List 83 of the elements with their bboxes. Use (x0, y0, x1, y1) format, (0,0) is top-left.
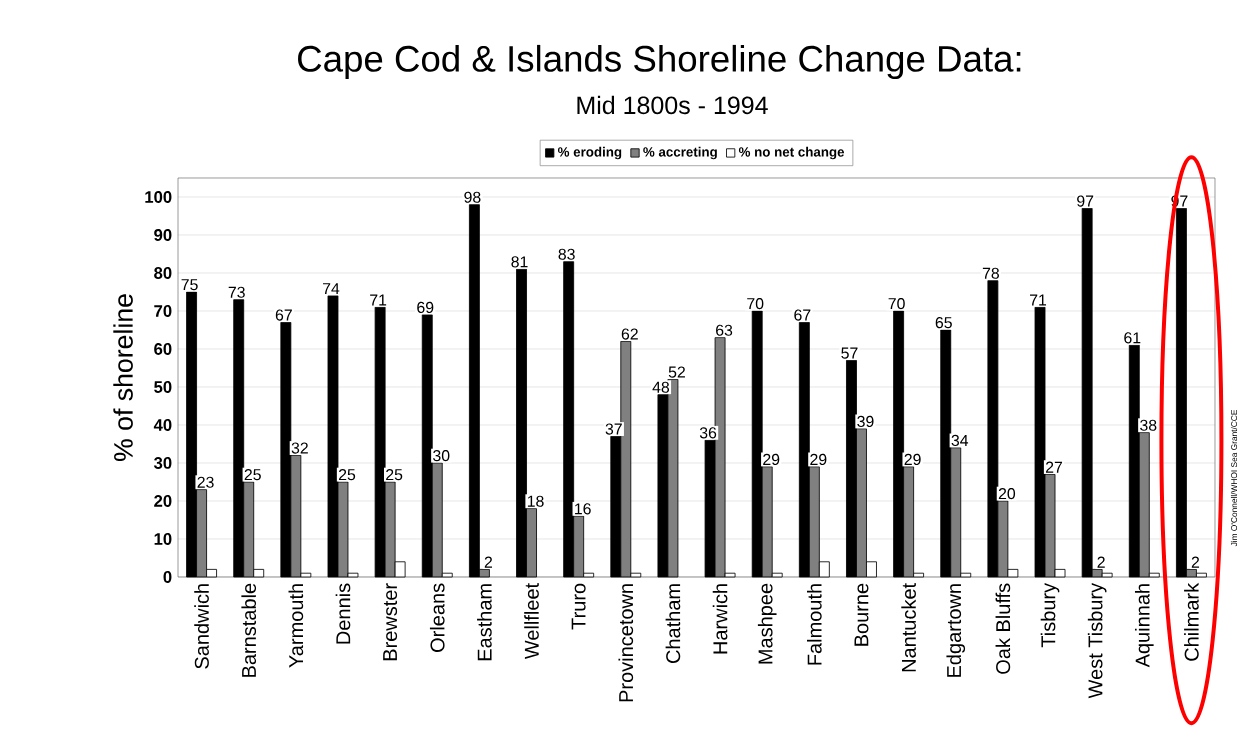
data-label: 27 (1046, 461, 1063, 473)
data-label: 73 (228, 286, 245, 298)
data-label: 57 (841, 347, 858, 359)
x-tick-label: Oak Bluffs (995, 583, 1011, 674)
data-label: 70 (747, 298, 764, 310)
data-label: 70 (888, 298, 905, 310)
data-label: 25 (386, 469, 403, 481)
data-label: 98 (464, 191, 481, 203)
x-tick-label: Sandwich (194, 584, 209, 669)
data-label: 74 (322, 283, 340, 295)
y-tick-label: 20 (154, 495, 172, 507)
x-tick-label: Nantucket (901, 583, 916, 672)
x-tick-label: Falmouth (807, 584, 822, 665)
data-label: 75 (181, 279, 198, 291)
data-label: 23 (197, 476, 214, 488)
data-label: 20 (998, 488, 1016, 500)
x-tick-label: Tisbury (1040, 582, 1060, 648)
x-tick-label: Truro (571, 583, 586, 630)
data-label: 39 (857, 415, 874, 428)
x-tick-label: Wellfleet (524, 583, 539, 660)
x-tick-label: Chatham (665, 584, 681, 664)
data-label: 83 (558, 248, 575, 260)
data-label: 67 (275, 309, 292, 321)
x-tick-label: Dennis (335, 583, 351, 644)
x-tick-label: Bourne (854, 583, 869, 646)
data-label: 29 (904, 453, 921, 466)
y-tick-label: 60 (154, 343, 172, 355)
y-axis-title: % of shoreline (113, 294, 133, 462)
x-tick-label: Harwich (712, 584, 728, 654)
y-tick-label: 10 (154, 533, 172, 545)
y-tick-label: 100 (145, 191, 172, 203)
data-label: 25 (338, 469, 356, 481)
data-label: 65 (935, 317, 952, 329)
data-label: 38 (1140, 419, 1157, 431)
data-label: 30 (433, 450, 450, 462)
data-label: 71 (370, 294, 387, 306)
y-tick-label: 70 (154, 305, 172, 317)
data-label: 78 (982, 267, 1000, 279)
y-tick-label: 50 (154, 381, 172, 393)
data-label: 37 (605, 423, 622, 435)
y-tick-label: 40 (153, 419, 172, 431)
x-tick-label: Provincetown (618, 584, 634, 702)
data-label: 67 (794, 309, 811, 321)
x-tick-label: Eastham (477, 584, 492, 661)
y-tick-label: 90 (154, 229, 172, 241)
x-tick-label: Edgartown (946, 584, 966, 677)
data-label: 16 (575, 503, 591, 515)
chart-subtitle: Mid 1800s - 1994 (577, 95, 768, 115)
data-label: 71 (1030, 294, 1047, 306)
data-label: 2 (484, 556, 493, 568)
data-label: 97 (1077, 195, 1094, 207)
legend-label: % eroding (557, 146, 622, 160)
x-tick-label: West Tisbury (1087, 582, 1107, 699)
text: Jim O'Connell/WHOI Sea Grant/CCE (1230, 409, 1238, 547)
data-label: 18 (527, 495, 544, 507)
y-tick-label: 30 (153, 457, 172, 469)
data-label: 2 (1097, 556, 1105, 568)
data-label: 48 (652, 381, 670, 393)
data-label: 29 (810, 453, 827, 466)
data-label: 52 (668, 366, 685, 378)
x-tick-label: Aquinnah (1134, 584, 1154, 668)
x-tick-label: Orleans (429, 583, 445, 652)
x-tick-label: Chilmark (1184, 582, 1199, 661)
data-label: 32 (291, 442, 308, 454)
data-label: 62 (621, 328, 638, 340)
data-label: 29 (763, 453, 780, 466)
x-tick-label: Brewster (383, 583, 398, 661)
y-tick-label: 80 (154, 267, 172, 279)
y-tick-label: 0 (163, 571, 172, 583)
legend-label: % accreting (643, 146, 717, 160)
data-label: 81 (511, 256, 528, 268)
data-label: 36 (699, 427, 717, 439)
data-label: 69 (417, 301, 434, 314)
data-label: 25 (244, 469, 261, 481)
x-tick-label: Yarmouth (288, 584, 304, 668)
data-label: 61 (1124, 332, 1141, 344)
legend-label: % no net change (738, 146, 845, 160)
chart-title: Cape Cod & Islands Shoreline Change Data: (298, 44, 1021, 80)
x-tick-label: Barnstable (241, 583, 257, 677)
x-tick-label: Mashpee (757, 583, 777, 664)
data-label: 63 (716, 324, 733, 336)
data-label: 34 (951, 434, 969, 447)
data-label: 2 (1191, 556, 1200, 568)
